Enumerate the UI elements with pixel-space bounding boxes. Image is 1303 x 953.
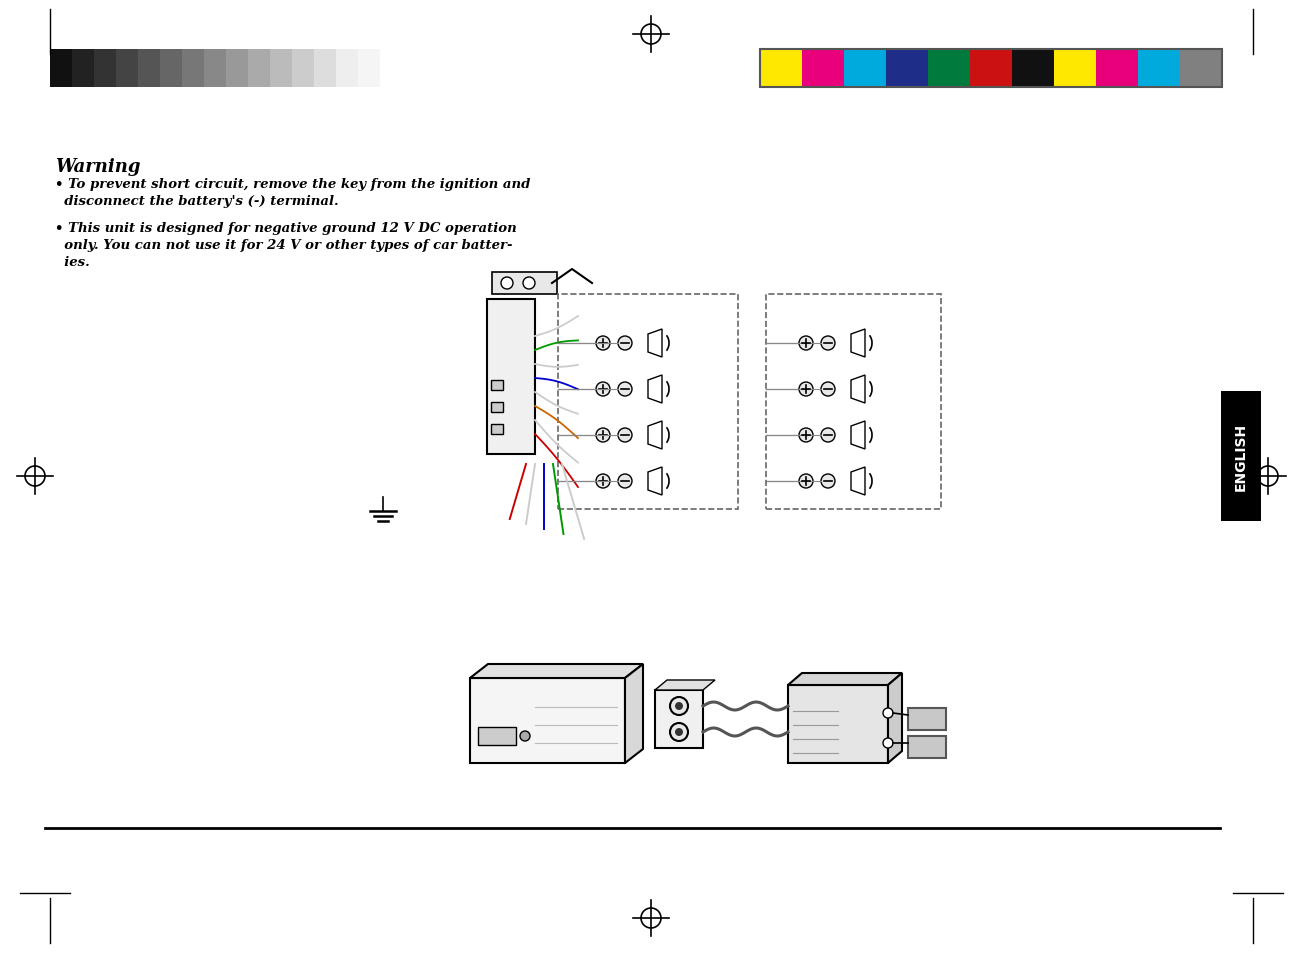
Polygon shape xyxy=(648,421,662,450)
Bar xyxy=(1012,50,1054,88)
Circle shape xyxy=(618,475,632,489)
Circle shape xyxy=(595,429,610,442)
Bar xyxy=(491,424,503,435)
Bar xyxy=(844,50,886,88)
Bar xyxy=(760,50,803,88)
Polygon shape xyxy=(655,680,715,690)
Bar xyxy=(558,294,737,510)
Bar xyxy=(1138,50,1181,88)
Bar xyxy=(928,50,969,88)
Text: • This unit is designed for negative ground 12 V DC operation
  only. You can no: • This unit is designed for negative gro… xyxy=(55,222,517,269)
Bar xyxy=(803,50,844,88)
Bar xyxy=(969,50,1012,88)
Bar xyxy=(248,50,270,88)
Bar xyxy=(908,708,946,730)
Bar xyxy=(1096,50,1138,88)
Bar xyxy=(72,50,94,88)
Circle shape xyxy=(821,475,835,489)
Bar xyxy=(50,50,72,88)
Bar xyxy=(493,273,556,294)
Bar xyxy=(788,685,889,763)
Bar xyxy=(116,50,138,88)
Circle shape xyxy=(618,382,632,396)
Polygon shape xyxy=(625,664,642,763)
Polygon shape xyxy=(851,421,865,450)
Bar xyxy=(1221,392,1261,521)
Bar xyxy=(766,294,941,510)
Bar xyxy=(138,50,160,88)
Polygon shape xyxy=(851,468,865,496)
Bar xyxy=(886,50,928,88)
Polygon shape xyxy=(851,375,865,403)
Polygon shape xyxy=(648,468,662,496)
Circle shape xyxy=(821,382,835,396)
Bar xyxy=(358,50,380,88)
Bar xyxy=(182,50,205,88)
Bar xyxy=(1054,50,1096,88)
Bar xyxy=(292,50,314,88)
Circle shape xyxy=(821,429,835,442)
Polygon shape xyxy=(851,330,865,357)
Bar xyxy=(487,299,536,455)
Circle shape xyxy=(883,739,893,748)
Bar xyxy=(205,50,225,88)
Circle shape xyxy=(799,475,813,489)
Bar xyxy=(908,737,946,759)
Circle shape xyxy=(675,702,683,710)
Bar xyxy=(491,380,503,391)
Circle shape xyxy=(520,731,530,741)
Bar xyxy=(270,50,292,88)
Circle shape xyxy=(595,382,610,396)
Bar xyxy=(160,50,182,88)
Polygon shape xyxy=(788,673,902,685)
Circle shape xyxy=(595,336,610,351)
Bar xyxy=(225,50,248,88)
Text: ENGLISH: ENGLISH xyxy=(1234,422,1248,491)
Circle shape xyxy=(618,429,632,442)
Circle shape xyxy=(670,698,688,716)
Bar xyxy=(314,50,336,88)
Bar xyxy=(336,50,358,88)
Circle shape xyxy=(675,728,683,737)
Circle shape xyxy=(821,336,835,351)
Circle shape xyxy=(500,277,513,290)
Bar xyxy=(760,50,1222,88)
Polygon shape xyxy=(648,375,662,403)
Circle shape xyxy=(595,475,610,489)
Circle shape xyxy=(799,336,813,351)
Bar xyxy=(1181,50,1222,88)
Bar xyxy=(478,727,516,745)
Circle shape xyxy=(618,336,632,351)
Circle shape xyxy=(799,382,813,396)
Bar xyxy=(491,402,503,413)
Bar xyxy=(655,690,704,748)
Circle shape xyxy=(799,429,813,442)
Circle shape xyxy=(883,708,893,719)
Polygon shape xyxy=(889,673,902,763)
Circle shape xyxy=(523,277,536,290)
Bar xyxy=(470,679,625,763)
Polygon shape xyxy=(470,664,642,679)
Polygon shape xyxy=(648,330,662,357)
Circle shape xyxy=(670,723,688,741)
Text: • To prevent short circuit, remove the key from the ignition and
  disconnect th: • To prevent short circuit, remove the k… xyxy=(55,178,530,208)
Text: Warning: Warning xyxy=(55,158,141,175)
Bar xyxy=(94,50,116,88)
